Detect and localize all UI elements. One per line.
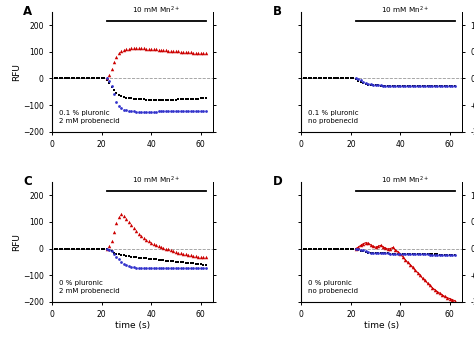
Text: 0.1 % pluronic
2 mM probenecid: 0.1 % pluronic 2 mM probenecid [59, 110, 119, 124]
Text: A: A [23, 5, 32, 18]
Text: 10 mM Mn$^{2+}$: 10 mM Mn$^{2+}$ [132, 5, 180, 16]
Text: C: C [23, 175, 32, 188]
Text: 10 mM Mn$^{2+}$: 10 mM Mn$^{2+}$ [132, 175, 180, 186]
Y-axis label: RFU: RFU [12, 233, 21, 251]
Text: 0.1 % pluronic
no probenecid: 0.1 % pluronic no probenecid [308, 110, 358, 124]
X-axis label: time (s): time (s) [364, 321, 399, 329]
Text: 10 mM Mn$^{2+}$: 10 mM Mn$^{2+}$ [381, 175, 429, 186]
Text: 0 % pluronic
2 mM probenecid: 0 % pluronic 2 mM probenecid [59, 280, 119, 294]
Text: B: B [273, 5, 282, 18]
Text: 0 % pluronic
no probenecid: 0 % pluronic no probenecid [308, 280, 358, 294]
X-axis label: time (s): time (s) [115, 321, 150, 329]
Text: D: D [273, 175, 282, 188]
Y-axis label: RFU: RFU [12, 63, 21, 81]
Text: 10 mM Mn$^{2+}$: 10 mM Mn$^{2+}$ [381, 5, 429, 16]
